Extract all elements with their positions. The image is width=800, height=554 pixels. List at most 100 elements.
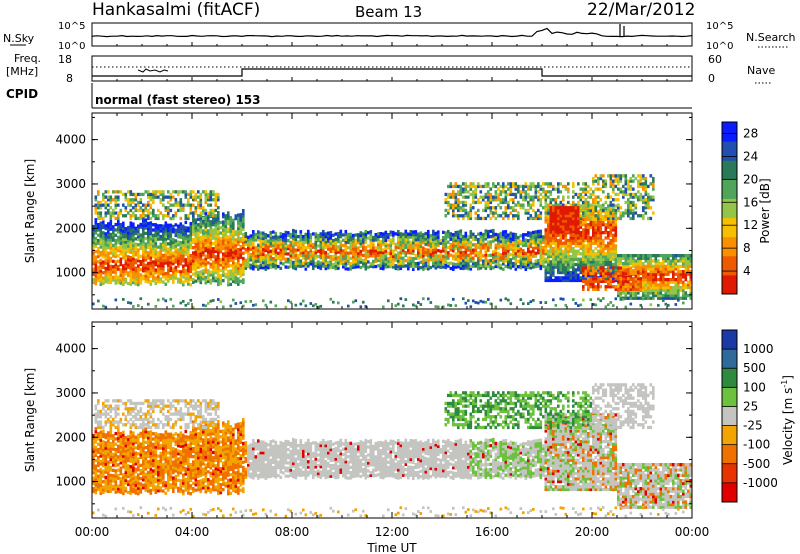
range-gate-cell xyxy=(617,293,620,298)
range-gate-cell xyxy=(169,226,173,230)
range-gate-cell xyxy=(204,230,208,234)
range-gate-cell xyxy=(242,211,245,215)
range-gate-cell xyxy=(612,257,615,261)
range-gate-cell xyxy=(114,203,118,207)
range-gate-cell xyxy=(487,253,490,258)
range-gate-cell xyxy=(447,200,450,205)
range-gate-cell xyxy=(202,263,205,268)
range-gate-cell xyxy=(184,303,188,307)
range-gate-cell xyxy=(279,232,283,236)
range-gate-cell xyxy=(304,251,308,255)
range-gate-cell xyxy=(562,227,565,231)
range-gate-cell xyxy=(174,223,178,227)
range-gate-cell xyxy=(327,231,330,235)
range-gate-cell xyxy=(439,252,443,256)
range-gate-cell xyxy=(594,269,598,273)
range-gate-cell xyxy=(204,219,208,224)
range-gate-cell xyxy=(219,300,223,304)
range-gate-cell xyxy=(504,190,508,194)
range-gate-cell xyxy=(519,190,523,194)
range-gate-cell xyxy=(269,241,273,245)
range-gate-cell xyxy=(264,267,268,271)
range-gate-cell xyxy=(107,254,110,258)
range-gate-cell xyxy=(164,256,168,260)
range-gate-cell xyxy=(202,247,205,252)
range-gate-cell xyxy=(622,184,625,189)
range-gate-cell xyxy=(392,236,395,240)
range-gate-cell xyxy=(272,249,275,253)
range-gate-cell xyxy=(519,206,523,210)
range-gate-cell xyxy=(532,241,535,245)
range-gate-cell xyxy=(557,195,560,199)
range-gate-cell xyxy=(144,274,148,278)
range-gate-cell xyxy=(622,264,625,268)
range-gate-cell xyxy=(602,244,605,248)
range-gate-cell xyxy=(564,206,568,210)
range-gate-cell xyxy=(287,260,290,264)
range-gate-cell xyxy=(199,198,203,202)
range-gate-cell xyxy=(222,228,225,232)
range-gate-cell xyxy=(172,259,175,263)
range-gate-cell xyxy=(249,266,253,270)
range-gate-cell xyxy=(567,187,570,191)
range-gate-cell xyxy=(209,270,213,274)
range-gate-cell xyxy=(474,301,478,304)
range-gate-cell xyxy=(144,279,148,283)
range-gate-cell xyxy=(562,252,565,256)
range-gate-cell xyxy=(407,243,410,247)
range-gate-cell xyxy=(272,259,275,263)
range-gate-cell xyxy=(182,243,185,247)
range-gate-cell xyxy=(584,182,588,186)
range-gate-cell xyxy=(94,220,98,225)
range-gate-cell xyxy=(629,282,633,286)
range-gate-cell xyxy=(512,192,515,197)
range-gate-cell xyxy=(282,251,285,255)
range-gate-cell xyxy=(114,244,118,248)
range-gate-cell xyxy=(214,217,218,222)
range-gate-cell xyxy=(94,263,98,267)
range-gate-cell xyxy=(539,266,543,271)
range-gate-cell xyxy=(487,200,490,205)
range-gate-cell xyxy=(142,250,145,254)
range-gate-cell xyxy=(364,264,368,268)
range-gate-cell xyxy=(552,184,555,189)
range-gate-cell xyxy=(627,297,630,300)
range-gate-cell xyxy=(127,263,130,267)
range-gate-cell xyxy=(547,270,550,275)
range-gate-cell xyxy=(164,221,168,225)
range-gate-cell xyxy=(172,240,175,244)
range-gate-cell xyxy=(179,230,183,234)
range-gate-cell xyxy=(539,187,543,191)
range-gate-cell xyxy=(494,208,498,213)
range-gate-cell xyxy=(457,198,460,202)
range-gate-cell xyxy=(154,192,158,197)
range-gate-cell xyxy=(562,214,565,218)
range-gate-cell xyxy=(472,195,475,199)
range-gate-cell xyxy=(177,243,180,247)
range-gate-cell xyxy=(99,226,103,231)
range-gate-cell xyxy=(387,264,390,269)
range-gate-cell xyxy=(239,229,243,233)
range-gate-cell xyxy=(607,285,610,289)
noise-sky-line xyxy=(91,27,693,38)
range-gate-cell xyxy=(584,200,588,205)
range-gate-cell xyxy=(204,270,208,274)
range-gate-cell xyxy=(487,184,490,189)
range-gate-cell xyxy=(167,190,170,194)
range-gate-cell xyxy=(587,266,590,270)
range-gate-cell xyxy=(594,206,598,210)
range-gate-cell xyxy=(622,282,625,286)
range-gate-cell xyxy=(399,256,403,260)
range-gate-cell xyxy=(357,241,360,245)
range-gate-cell xyxy=(217,195,220,199)
range-gate-cell xyxy=(332,254,335,259)
range-gate-cell xyxy=(484,229,488,233)
range-gate-cell xyxy=(572,203,575,207)
range-gate-cell xyxy=(357,259,360,263)
range-gate-cell xyxy=(447,303,450,307)
range-gate-cell xyxy=(524,182,528,186)
range-gate-cell xyxy=(487,192,490,197)
range-gate-cell xyxy=(212,255,215,259)
range-gate-cell xyxy=(114,200,118,205)
